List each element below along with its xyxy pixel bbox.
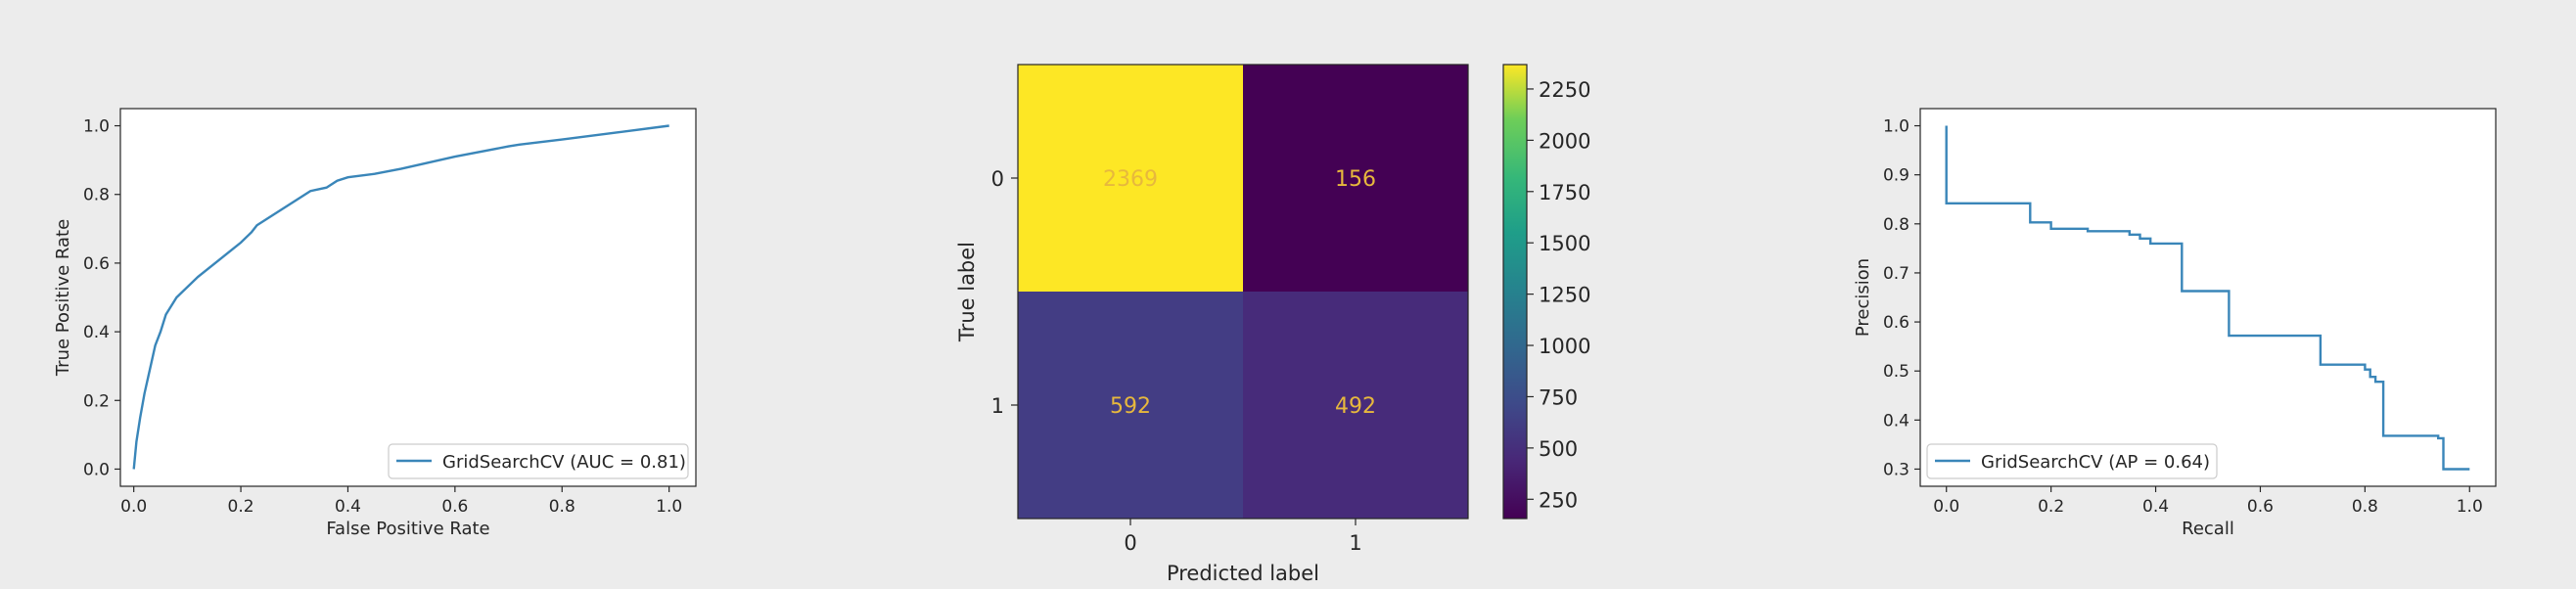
pr-y-tick-label: 0.7 [1883, 264, 1909, 284]
confusion-matrix-frame [1017, 64, 1469, 520]
confusion-matrix-cell [1018, 292, 1243, 519]
colorbar: 250 500 750 1000 1250 1500 1750 2000 2250 [1502, 64, 1590, 520]
confusion-matrix-cells: 2369 156 592 492 [1018, 65, 1468, 519]
pr-x-axis-label: Recall [2182, 519, 2234, 539]
colorbar-tick-label: 2250 [1539, 78, 1590, 102]
colorbar-tick-label: 2000 [1539, 129, 1590, 153]
confusion-matrix-cell [1243, 65, 1468, 292]
roc-series-line [132, 124, 669, 470]
cm-y-tick-label: 0 [991, 167, 1004, 191]
confusion-matrix-value: 156 [1335, 167, 1376, 192]
pr-x-tick-label: 1.0 [2457, 497, 2483, 517]
colorbar-tick-label: 1500 [1539, 232, 1590, 255]
pr-y-tick-label: 0.3 [1883, 460, 1909, 479]
roc-x-tick-label: 0.6 [441, 497, 468, 517]
roc-x-axis-label: False Positive Rate [326, 519, 489, 539]
pr-legend-label: GridSearchCV (AP = 0.64) [1981, 452, 2210, 473]
pr-y-tick-label: 0.5 [1883, 362, 1909, 382]
confusion-matrix-cell [1243, 292, 1468, 519]
roc-y-tick-label: 0.2 [83, 391, 110, 411]
roc-y-axis-label: True Positive Rate [53, 219, 73, 377]
roc-x-tick-label: 0.4 [335, 497, 361, 517]
roc-legend: GridSearchCV (AUC = 0.81) [388, 443, 689, 479]
pr-legend: GridSearchCV (AP = 0.64) [1926, 443, 2218, 479]
pr-x-ticks: 0.0 0.2 0.4 0.6 0.8 1.0 [1933, 486, 2483, 517]
confusion-matrix-value: 592 [1110, 394, 1151, 419]
confusion-matrix-value: 2369 [1103, 167, 1158, 192]
roc-y-ticks: 0.0 0.2 0.4 0.6 0.8 1.0 [83, 117, 120, 479]
colorbar-gradient [1502, 64, 1528, 520]
colorbar-tick-label: 1750 [1539, 181, 1590, 204]
roc-x-tick-label: 0.8 [549, 497, 575, 517]
pr-y-axis-label: Precision [1853, 258, 1873, 337]
roc-x-tick-label: 0.2 [228, 497, 254, 517]
cm-x-tick-label: 0 [1124, 531, 1136, 555]
colorbar-tick-label: 250 [1539, 488, 1578, 512]
pr-x-tick-label: 0.2 [2038, 497, 2064, 517]
pr-x-tick-label: 0.6 [2247, 497, 2274, 517]
cm-y-tick-label: 1 [991, 394, 1004, 418]
roc-x-tick-label: 0.0 [120, 497, 147, 517]
colorbar-tick-label: 1000 [1539, 335, 1590, 358]
pr-y-tick-label: 1.0 [1883, 117, 1909, 137]
cm-y-ticks: 01 [991, 167, 1018, 418]
roc-legend-box [388, 443, 689, 479]
pr-legend-box [1926, 443, 2218, 479]
cm-y-axis-label: True label [955, 242, 979, 342]
pr-y-tick-label: 0.6 [1883, 313, 1909, 333]
colorbar-tick-label: 1250 [1539, 284, 1590, 307]
cm-x-axis-label: Predicted label [1167, 562, 1319, 585]
confusion-matrix-value: 492 [1335, 394, 1376, 419]
colorbar-tick-label: 750 [1539, 385, 1578, 409]
roc-y-tick-label: 0.0 [83, 460, 110, 479]
roc-y-tick-label: 0.4 [83, 323, 110, 342]
roc-x-tick-label: 1.0 [656, 497, 682, 517]
pr-y-tick-label: 0.8 [1883, 215, 1909, 235]
roc-y-tick-label: 0.6 [83, 254, 110, 274]
roc-y-tick-label: 0.8 [83, 186, 110, 205]
pr-x-tick-label: 0.4 [2142, 497, 2169, 517]
confusion-matrix-cell [1018, 65, 1243, 292]
pr-y-tick-label: 0.4 [1883, 411, 1909, 430]
roc-legend-label: GridSearchCV (AUC = 0.81) [442, 452, 686, 473]
pr-y-tick-label: 0.9 [1883, 166, 1909, 186]
colorbar-ticks: 250 500 750 1000 1250 1500 1750 2000 2250 [1527, 78, 1590, 512]
colorbar-tick-label: 500 [1539, 437, 1578, 461]
precision-recall-chart: 0.0 0.2 0.4 0.6 0.8 1.0 0.3 0.4 0.5 0.6 0.7 0.8 0.9… [1853, 108, 2497, 539]
cm-x-tick-label: 1 [1349, 531, 1361, 555]
pr-plot-area [1919, 108, 2497, 487]
pr-y-ticks: 0.3 0.4 0.5 0.6 0.7 0.8 0.9 1.0 [1883, 117, 1920, 479]
pr-series-line [1945, 125, 2470, 471]
roc-y-tick-label: 1.0 [83, 117, 110, 137]
roc-plot-area [119, 108, 697, 487]
roc-x-ticks: 0.0 0.2 0.4 0.6 0.8 1.0 [120, 486, 682, 517]
pr-x-tick-label: 0.0 [1933, 497, 1959, 517]
pr-x-tick-label: 0.8 [2352, 497, 2378, 517]
roc-curve-chart: 0.0 0.2 0.4 0.6 0.8 1.0 0.0 0.2 0.4 0.6 0.8 1.0 Fa… [53, 108, 697, 539]
